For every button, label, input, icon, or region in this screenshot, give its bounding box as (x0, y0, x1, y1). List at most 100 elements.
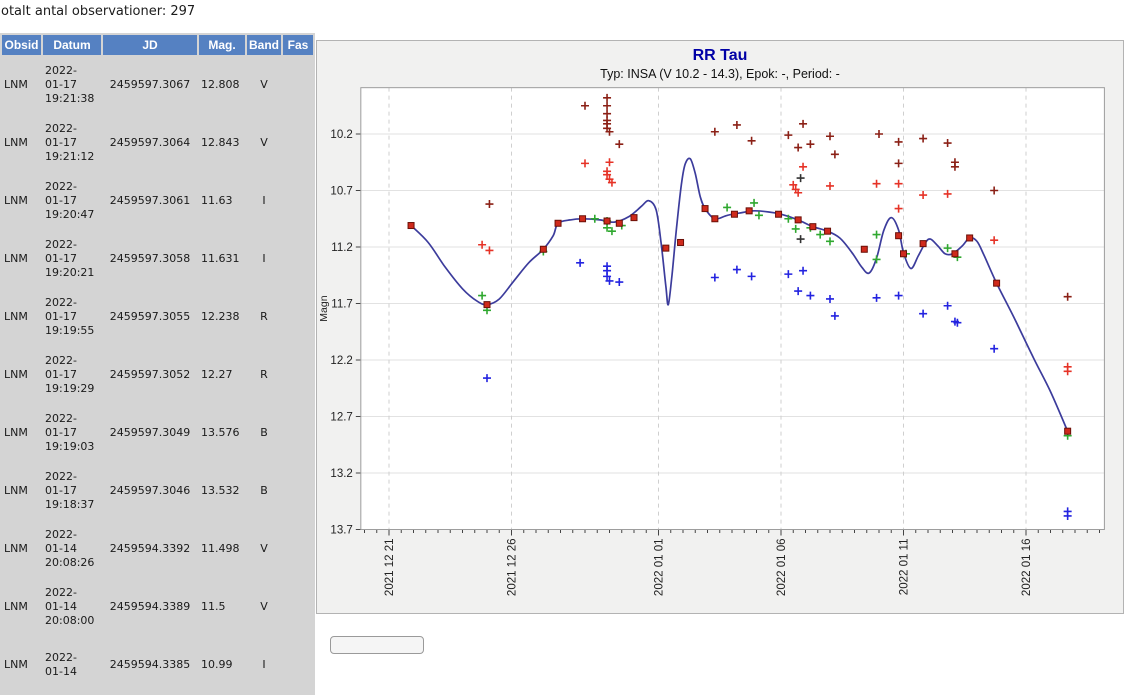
data-point-I-band (732, 120, 741, 129)
cell-obsid: LNM (4, 368, 28, 381)
data-point-B-band (576, 258, 585, 267)
cell-jd: 2459597.3049 (109, 426, 191, 439)
light-curve-panel: RR Tau Typ: INSA (V 10.2 - 14.3), Epok: … (316, 40, 1124, 614)
table-row: LNM 2022- 01-14 20:08:26 2459594.3392 11.49… (2, 521, 313, 577)
cell-mag: 13.576 (201, 426, 240, 439)
data-point-V-band (872, 255, 881, 264)
cell-jd: 2459597.3055 (109, 310, 191, 323)
cell-datum: 2022- 01-17 19:18:37 (45, 470, 95, 511)
data-point-B-band (784, 270, 793, 279)
cell-datum: 2022- 01-17 19:21:38 (45, 64, 95, 105)
column-header-datum: Datum (43, 35, 101, 55)
cell-datum: 2022- 01-17 19:19:03 (45, 412, 95, 453)
data-point-B-band (794, 287, 803, 296)
data-point-I-band (615, 140, 624, 149)
cell-mag: 12.238 (201, 310, 240, 323)
x-tick-label: 2022 01 11 (899, 539, 911, 596)
cell-mag: 11.498 (201, 542, 240, 555)
cell-fas (283, 521, 313, 577)
x-tick-label: 2021 12 26 (507, 539, 519, 597)
cell-obsid: LNM (4, 658, 28, 671)
data-point-B-band (943, 301, 952, 310)
data-point-I-band (1063, 292, 1072, 301)
table-row: LNM 2022- 01-17 19:19:29 2459597.3052 12.27… (2, 347, 313, 403)
data-point-B-band (799, 266, 808, 275)
data-point-V-band (607, 227, 616, 236)
data-point-B-band (919, 309, 928, 318)
cell-obsid: LNM (4, 426, 28, 439)
mean-point (662, 244, 670, 252)
data-point-R-band (605, 158, 614, 167)
data-point-I-band (950, 162, 959, 171)
cell-datum: 2022- 01-17 19:20:21 (45, 238, 95, 279)
cell-band: B (260, 484, 268, 497)
data-point-R-band (603, 170, 612, 179)
data-point-I-band (581, 101, 589, 110)
column-header-mag: Mag. (199, 35, 245, 55)
x-tick-label: 2022 01 16 (1021, 539, 1033, 597)
data-point-I-band (603, 109, 612, 118)
table-row: LNM 2022- 01-17 19:19:03 2459597.3049 13.57… (2, 405, 313, 461)
mean-point (554, 219, 562, 227)
mean-point (860, 245, 868, 253)
data-point-V-band (603, 223, 612, 232)
cell-fas (283, 347, 313, 403)
mean-point (900, 250, 907, 258)
data-point-I-band (603, 93, 612, 102)
cell-datum: 2022- 01-17 19:19:55 (45, 296, 95, 337)
y-tick-label: 12.7 (330, 412, 352, 424)
cell-mag: 11.631 (201, 252, 240, 265)
mean-point (1064, 427, 1072, 435)
data-point-R-band (607, 178, 616, 187)
data-point-R-band (789, 180, 798, 189)
data-point-V-band (943, 244, 952, 253)
data-point-V-band (723, 203, 732, 212)
data-point-other (796, 235, 805, 244)
cell-band: V (260, 136, 268, 149)
mean-point (895, 232, 903, 240)
data-point-B-band (603, 272, 612, 281)
data-point-B-band (1063, 511, 1072, 520)
mean-point (951, 250, 959, 258)
data-point-R-band (826, 181, 834, 190)
cell-fas (283, 405, 313, 461)
data-point-B-band (710, 273, 719, 282)
data-point-R-band (943, 189, 952, 198)
mean-point (824, 227, 832, 235)
data-point-B-band (806, 291, 815, 300)
data-point-I-band (990, 186, 999, 195)
button-below-chart-partial[interactable] (330, 636, 424, 654)
cell-jd: 2459594.3385 (109, 658, 191, 671)
data-point-R-band (478, 240, 487, 249)
mean-point (603, 217, 611, 225)
observations-table-header: Obsid Datum JD Mag. Band Fas (2, 35, 313, 55)
mean-point (919, 240, 927, 248)
x-tick-label: 2021 12 21 (384, 539, 396, 597)
data-point-V-band (826, 237, 834, 246)
y-tick-label: 11.2 (331, 242, 353, 254)
cell-mag: 13.532 (201, 484, 240, 497)
data-point-R-band (485, 246, 494, 255)
mean-point (630, 214, 638, 222)
data-point-B-band (605, 276, 614, 285)
data-point-B-band (990, 344, 999, 353)
data-point-I-band (485, 200, 494, 209)
column-header-band: Band (247, 35, 281, 55)
cell-datum: 2022- 01-17 19:19:29 (45, 354, 95, 395)
data-point-I-band (710, 127, 719, 136)
data-point-R-band (1063, 367, 1072, 376)
data-point-B-band (826, 294, 834, 303)
data-point-other (796, 174, 805, 183)
mean-point (483, 301, 491, 309)
y-tick-label: 10.7 (330, 186, 352, 198)
x-tick-label: 2022 01 06 (776, 539, 788, 597)
cell-datum: 2022- 01-17 19:20:47 (45, 180, 95, 221)
cell-jd: 2459594.3392 (109, 542, 191, 555)
mean-point (730, 210, 738, 218)
cell-obsid: LNM (4, 600, 28, 613)
x-tick-label: 2022 01 01 (654, 539, 666, 597)
table-row: LNM 2022- 01-17 19:20:47 2459597.3061 11.63… (2, 173, 313, 229)
data-point-R-band (872, 179, 881, 188)
mean-point (701, 205, 709, 213)
cell-mag: 12.808 (201, 78, 240, 91)
